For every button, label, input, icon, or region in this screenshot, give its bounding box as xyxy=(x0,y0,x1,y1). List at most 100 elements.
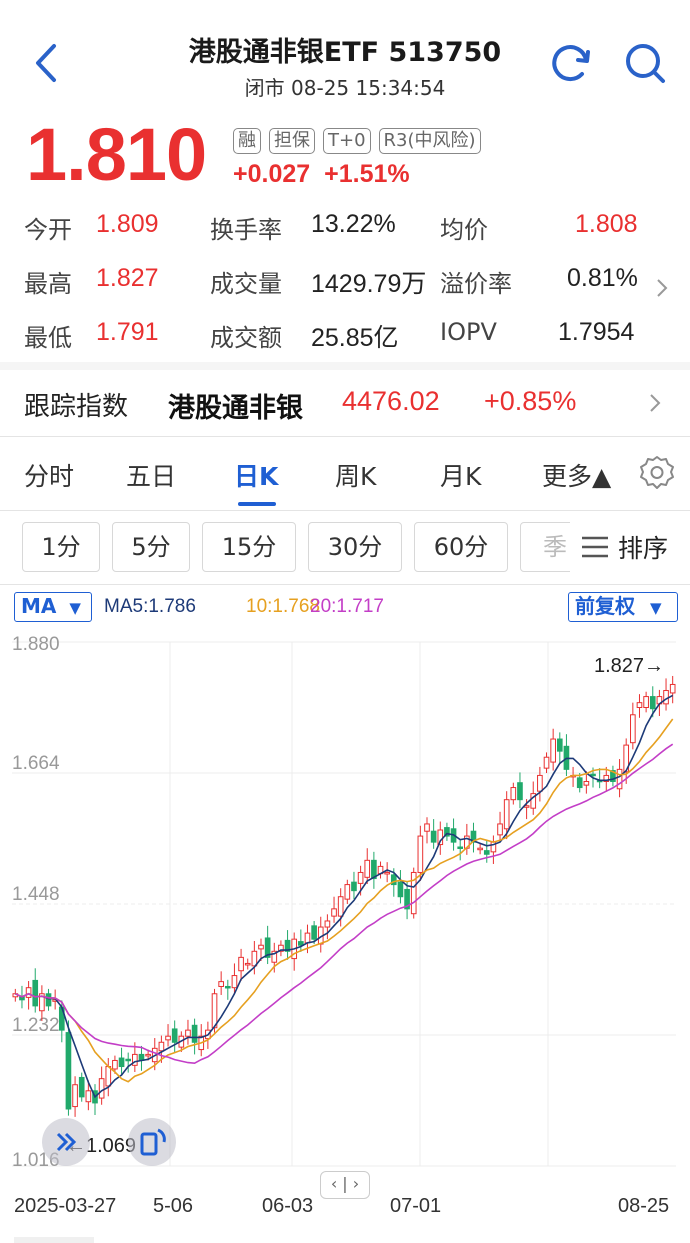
candle-body xyxy=(98,1078,105,1099)
ma-selector-dropdown[interactable]: MA ▼ xyxy=(14,592,92,622)
candle-body xyxy=(238,956,244,972)
market-status: 闭市 08-25 15:34:54 xyxy=(244,76,446,100)
period-15min[interactable]: 15分 xyxy=(202,522,296,572)
dropdown-triangle-icon: ▼ xyxy=(69,599,81,617)
adjust-dropdown[interactable]: 前复权 ▼ xyxy=(568,592,678,622)
candle-body xyxy=(603,774,610,782)
tag-list: 融 担保 T+0 R3(中风险) xyxy=(233,128,481,154)
stats-expand-chevron-icon[interactable] xyxy=(652,276,672,300)
ma5-value: MA5:1.786 xyxy=(104,596,196,617)
settings-gear-icon[interactable] xyxy=(638,454,676,492)
y-tick-label: 1.448 xyxy=(12,884,60,905)
scroll-hint xyxy=(14,1237,94,1243)
candle-body xyxy=(663,690,669,705)
high-value: 1.827 xyxy=(96,264,159,292)
refresh-icon[interactable] xyxy=(548,40,594,86)
candle-body xyxy=(85,1090,92,1103)
ma20-line xyxy=(14,743,674,1065)
tab-more[interactable]: 更多▲ xyxy=(542,462,612,491)
chart-drag-handle[interactable]: ‹ | › xyxy=(320,1171,370,1199)
ma-lines xyxy=(14,694,674,1099)
tab-weekly-k[interactable]: 周K xyxy=(335,462,377,491)
y-tick-label: 1.232 xyxy=(12,1015,60,1036)
candle-body xyxy=(583,780,590,786)
x-tick: 07-01 xyxy=(390,1195,442,1217)
candle-body xyxy=(271,950,278,963)
section-divider xyxy=(0,362,690,370)
period-30min[interactable]: 30分 xyxy=(308,522,402,572)
search-icon[interactable] xyxy=(620,38,670,88)
sort-button[interactable]: 排序 xyxy=(570,520,690,574)
candlesticks xyxy=(12,675,676,1117)
candle-body xyxy=(45,993,52,1007)
candle-body xyxy=(298,941,304,946)
candle-body xyxy=(264,937,271,958)
volume-label: 成交量 xyxy=(210,270,282,298)
candle-body xyxy=(132,1053,138,1066)
jump-start-button[interactable] xyxy=(42,1118,90,1166)
x-tick: 2025-03-27 xyxy=(14,1195,117,1217)
candle-body xyxy=(576,777,583,789)
page-title: 港股通非银ETF 513750 xyxy=(188,37,502,68)
candle-body xyxy=(444,827,450,837)
avg-price-value: 1.808 xyxy=(575,210,638,238)
avg-price-label: 均价 xyxy=(440,216,488,244)
tab-five-day[interactable]: 五日 xyxy=(126,462,177,491)
iopv-value: 1.7954 xyxy=(558,318,635,346)
change-percent: +1.51% xyxy=(324,160,410,188)
candle-body xyxy=(231,975,238,989)
tab-daily-k[interactable]: 日K xyxy=(234,462,279,491)
candle-body xyxy=(590,773,596,777)
candle-body xyxy=(145,1053,151,1057)
period-5min[interactable]: 5分 xyxy=(112,522,190,572)
max-price-marker: 1.827→ xyxy=(594,655,664,677)
candle-body xyxy=(158,1041,165,1052)
candle-body xyxy=(430,830,437,843)
candle-body xyxy=(404,888,410,910)
candle-body xyxy=(384,871,390,875)
tag-margin: 融 xyxy=(233,128,261,154)
candle-body xyxy=(258,944,264,950)
adjust-label: 前复权 xyxy=(575,594,635,618)
candle-body xyxy=(105,1066,112,1087)
candle-body xyxy=(543,756,550,769)
candle-body xyxy=(25,987,32,998)
candle-body xyxy=(39,993,45,1012)
ma-legend-bar: MA ▼ MA5:1.786 10:1.768 20:1.717 前复权 ▼ xyxy=(0,588,690,628)
period-1min[interactable]: 1分 xyxy=(22,522,100,572)
candle-body xyxy=(643,696,649,709)
period-selector: 1分 5分 15分 30分 60分 季 xyxy=(0,518,690,578)
candle-body xyxy=(165,1035,171,1041)
candle-body xyxy=(244,962,251,966)
stats-grid[interactable]: 今开 1.809 最高 1.827 最低 1.791 换手率 13.22% 成交… xyxy=(0,200,690,360)
candle-body xyxy=(218,981,224,987)
candle-body xyxy=(470,830,477,843)
tracking-chevron-icon[interactable] xyxy=(646,390,664,416)
dropdown-triangle-icon: ▼ xyxy=(649,599,662,617)
candle-body xyxy=(344,884,351,900)
candle-body xyxy=(410,871,417,915)
turnover-rate-label: 换手率 xyxy=(210,216,282,244)
candle-body xyxy=(278,944,284,952)
tracking-index-row[interactable]: 跟踪指数 港股通非银 4476.02 +0.85% xyxy=(0,372,690,434)
back-arrow-icon[interactable] xyxy=(22,38,72,88)
candle-body xyxy=(397,881,404,898)
amount-label: 成交额 xyxy=(210,324,282,352)
volume-value: 1429.79万 xyxy=(311,270,427,298)
low-label: 最低 xyxy=(24,324,72,352)
candle-body xyxy=(224,985,231,989)
tab-monthly-k[interactable]: 月K xyxy=(440,462,482,491)
candle-body xyxy=(191,1024,198,1043)
premium-value: 0.81% xyxy=(567,264,638,292)
divider xyxy=(0,436,690,437)
candle-body xyxy=(556,738,563,752)
candle-body xyxy=(337,896,344,917)
iopv-label: IOPV xyxy=(440,318,497,346)
candle-body xyxy=(371,859,377,880)
tab-intraday[interactable]: 分时 xyxy=(24,462,75,491)
period-60min[interactable]: 60分 xyxy=(414,522,508,572)
active-tab-indicator xyxy=(238,502,276,506)
rotate-screen-button[interactable] xyxy=(128,1118,176,1166)
